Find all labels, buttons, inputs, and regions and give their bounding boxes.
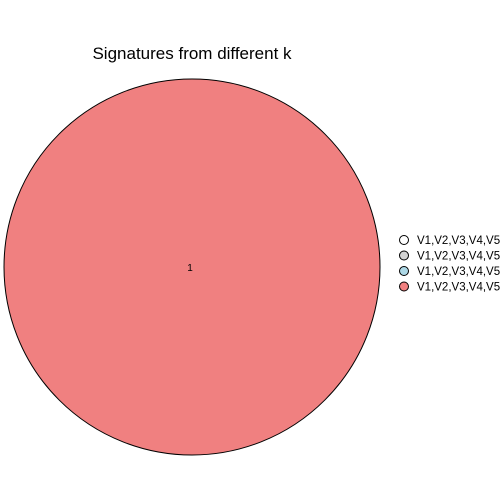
pie-slice-labels: 1: [187, 263, 193, 274]
pie-slice-1: [3, 78, 381, 456]
legend-label-2: V1,V2,V3,V4,V5: [417, 251, 500, 263]
legend-label-3: V1,V2,V3,V4,V5: [417, 266, 500, 278]
legend-marker-1: [399, 235, 409, 245]
pie-slice-label: 1: [187, 263, 193, 274]
chart-title: Signatures from different k: [92, 44, 292, 63]
legend: V1,V2,V3,V4,V5 V1,V2,V3,V4,V5 V1,V2,V3,V4,…: [399, 235, 500, 294]
legend-marker-3: [399, 266, 409, 276]
legend-label-1: V1,V2,V3,V4,V5: [417, 235, 500, 247]
pie-slices: [3, 78, 381, 456]
legend-marker-2: [399, 250, 409, 261]
legend-marker-4: [399, 281, 409, 292]
legend-label-4: V1,V2,V3,V4,V5: [417, 282, 500, 294]
